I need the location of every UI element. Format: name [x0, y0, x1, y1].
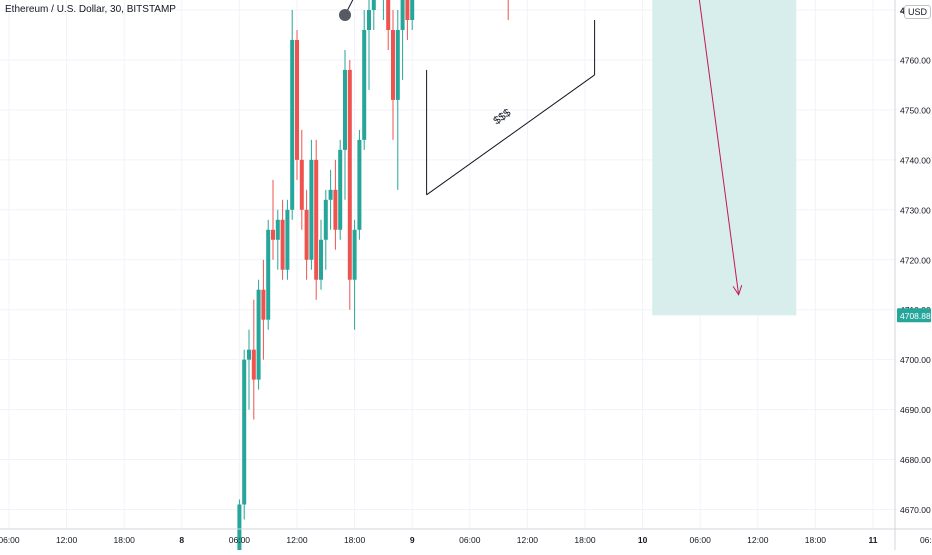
candle-body[interactable]: [352, 229, 357, 280]
candle-body[interactable]: [314, 159, 319, 280]
candle-body[interactable]: [237, 504, 242, 555]
price-label-text: 4708.88: [900, 311, 931, 321]
time-tick-label: 10: [638, 535, 648, 545]
candle-body[interactable]: [242, 359, 247, 505]
trendline-point[interactable]: [339, 8, 351, 21]
candle-body[interactable]: [391, 29, 395, 100]
candle-body[interactable]: [357, 139, 362, 230]
candle-body[interactable]: [299, 159, 304, 210]
time-tick-label: 06:00: [0, 535, 20, 545]
target-zone[interactable]: [652, 0, 797, 316]
candle-body[interactable]: [395, 29, 400, 100]
price-axis[interactable]: [895, 0, 932, 550]
time-tick-label: 18:00: [114, 535, 136, 545]
liquidity-line[interactable]: [426, 74, 595, 196]
price-tick-label: 4690.00: [900, 405, 931, 415]
candle-body[interactable]: [295, 39, 299, 160]
candle-body[interactable]: [247, 349, 251, 360]
candle-body[interactable]: [367, 10, 371, 30]
candle-body[interactable]: [386, 0, 391, 30]
candle-body[interactable]: [362, 29, 367, 140]
time-tick-label: 18:00: [344, 535, 366, 545]
time-tick-label: 18:00: [805, 535, 827, 545]
time-tick-label: 12:00: [56, 535, 78, 545]
time-tick-label: 12:00: [747, 535, 769, 545]
time-tick-label: 11: [869, 535, 878, 545]
price-label-box: [897, 308, 931, 323]
time-tick-label: 8: [179, 535, 184, 545]
price-tick-label: 4670.00: [900, 505, 931, 515]
price-tick-label: 4760.00: [900, 55, 931, 65]
candle-body[interactable]: [304, 209, 309, 260]
candle-body[interactable]: [333, 189, 338, 230]
candle-body[interactable]: [410, 0, 415, 20]
time-tick-label: 9: [410, 535, 415, 545]
candle-body[interactable]: [285, 209, 290, 270]
currency-button[interactable]: USD: [904, 5, 932, 19]
candle-body[interactable]: [261, 289, 266, 320]
time-tick-label: 18:00: [574, 535, 596, 545]
price-tick-label: 4750.00: [900, 105, 931, 115]
candle-body[interactable]: [338, 149, 343, 230]
time-tick-label: 06:00: [920, 535, 932, 545]
projection-arrow[interactable]: [652, 0, 740, 295]
time-tick-label: 12:00: [517, 535, 539, 545]
price-tick-label: 4720.00: [900, 255, 931, 265]
time-tick-label: 06:00: [690, 535, 712, 545]
candle-body[interactable]: [371, 0, 376, 10]
projection-arrow-head: [732, 285, 743, 296]
candle-body[interactable]: [256, 289, 261, 380]
price-tick-label: 4700.00: [900, 355, 931, 365]
price-tick-label: 4740.00: [900, 155, 931, 165]
candle-body[interactable]: [343, 69, 347, 150]
price-tick-label: 4680.00: [900, 455, 931, 465]
candle-body[interactable]: [251, 349, 256, 380]
candle-body[interactable]: [347, 69, 352, 280]
candle-body[interactable]: [275, 219, 280, 240]
price-tick-label: 4730.00: [900, 205, 931, 215]
candle-body[interactable]: [328, 189, 333, 200]
candle-body[interactable]: [309, 159, 314, 260]
candle-body[interactable]: [266, 229, 271, 320]
time-tick-label: 06:00: [229, 535, 251, 545]
candle-body[interactable]: [405, 0, 410, 20]
candle-body[interactable]: [400, 0, 405, 30]
chart-title: Ethereum / U.S. Dollar, 30, BITSTAMP: [5, 4, 176, 15]
candle-body[interactable]: [271, 229, 275, 240]
candle-body[interactable]: [323, 199, 328, 240]
candle-body[interactable]: [319, 239, 323, 280]
candle-body[interactable]: [280, 219, 285, 270]
time-tick-label: 06:00: [459, 535, 481, 545]
time-tick-label: 12:00: [286, 535, 308, 545]
candle-body[interactable]: [290, 39, 295, 210]
